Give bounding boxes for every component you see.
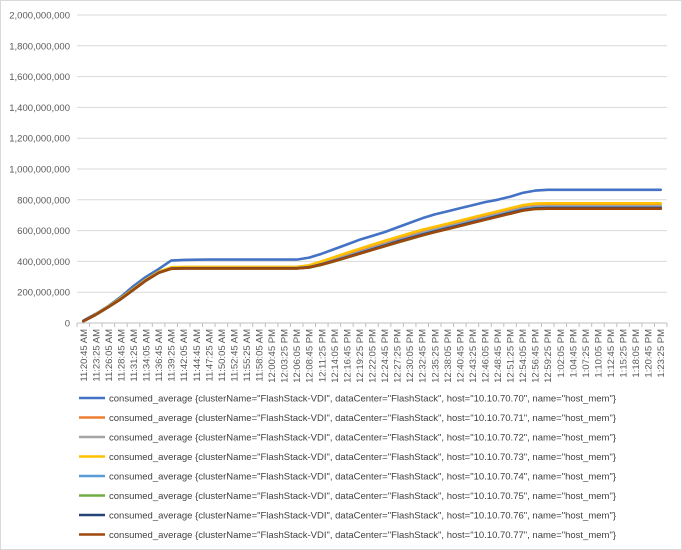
x-tick-label: 11:31:25 AM <box>129 329 140 382</box>
series-line-1 <box>82 204 663 323</box>
series-line-0 <box>82 188 663 323</box>
x-tick-label: 12:56:45 PM <box>531 329 542 383</box>
x-tick-label: 12:40:45 PM <box>455 329 466 383</box>
x-tick-label: 12:08:45 PM <box>305 329 316 383</box>
x-tick-label: 12:11:25 PM <box>317 329 328 382</box>
legend-entry: consumed_average {clusterName="FlashStac… <box>109 511 616 522</box>
x-tick-label: 12:43:25 PM <box>468 329 479 383</box>
x-axis-ticks: 11:20:45 AM 11:23:25 AM 11:26:05 AM 11:28:4… <box>76 323 668 383</box>
x-tick-label: 12:51:25 PM <box>506 329 517 383</box>
x-tick-label: 12:46:05 PM <box>480 329 491 383</box>
x-tick-label: 1:12:45 PM <box>606 329 617 378</box>
y-tick-label: 1,000,000,000 <box>9 165 70 176</box>
x-tick-label: 12:00:45 PM <box>267 329 278 383</box>
legend-entry: consumed_average {clusterName="FlashStac… <box>109 413 616 424</box>
x-tick-label: 11:42:05 AM <box>179 329 190 382</box>
x-tick-label: 1:20:45 PM <box>644 329 655 378</box>
x-tick-label: 12:03:25 PM <box>280 329 291 383</box>
x-tick-label: 12:27:25 PM <box>393 329 404 383</box>
y-tick-label: 800,000,000 <box>17 195 70 206</box>
series-line-5 <box>82 207 663 323</box>
y-tick-label: 200,000,000 <box>17 288 70 299</box>
x-tick-label: 12:24:45 PM <box>380 329 391 383</box>
legend-entry: consumed_average {clusterName="FlashStac… <box>109 452 616 463</box>
y-axis-ticks: 0 200,000,000 400,000,000 600,000,000 800,00… <box>9 11 70 330</box>
x-tick-label: 12:32:45 PM <box>418 329 429 383</box>
x-tick-label: 11:47:25 AM <box>204 329 215 382</box>
x-tick-label: 11:50:05 AM <box>217 329 228 382</box>
x-tick-label: 11:23:25 AM <box>91 329 102 382</box>
y-tick-label: 1,800,000,000 <box>9 41 70 52</box>
y-tick-label: 0 <box>65 319 70 330</box>
x-tick-label: 1:15:25 PM <box>619 329 630 378</box>
y-tick-label: 1,200,000,000 <box>9 134 70 145</box>
x-tick-label: 11:55:25 AM <box>242 329 253 382</box>
x-tick-label: 12:06:05 PM <box>292 329 303 383</box>
legend-entry: consumed_average {clusterName="FlashStac… <box>109 433 616 444</box>
x-tick-label: 12:14:05 PM <box>330 329 341 383</box>
legend: consumed_average {clusterName="FlashStac… <box>79 394 616 541</box>
x-tick-label: 12:35:25 PM <box>430 329 441 383</box>
x-tick-label: 1:23:25 PM <box>656 329 667 378</box>
x-tick-label: 12:59:25 PM <box>543 329 554 383</box>
x-tick-label: 12:30:05 PM <box>405 329 416 383</box>
x-tick-label: 12:38:05 PM <box>443 329 454 383</box>
series-line-4 <box>82 206 663 323</box>
y-tick-label: 400,000,000 <box>17 257 70 268</box>
x-tick-label: 1:07:25 PM <box>581 329 592 378</box>
y-tick-label: 600,000,000 <box>17 226 70 237</box>
x-tick-label: 1:02:05 PM <box>556 329 567 378</box>
series-line-2 <box>82 205 663 323</box>
y-tick-label: 1,600,000,000 <box>9 72 70 83</box>
series-line-6 <box>82 206 663 323</box>
x-tick-label: 11:39:25 AM <box>167 329 178 382</box>
legend-entry: consumed_average {clusterName="FlashStac… <box>109 530 616 541</box>
y-tick-label: 1,400,000,000 <box>9 103 70 114</box>
legend-entry: consumed_average {clusterName="FlashStac… <box>109 394 616 405</box>
x-tick-label: 12:22:05 PM <box>368 329 379 383</box>
x-tick-label: 1:18:05 PM <box>631 329 642 378</box>
x-tick-label: 12:16:45 PM <box>342 329 353 383</box>
x-tick-label: 12:54:05 PM <box>518 329 529 383</box>
legend-entry: consumed_average {clusterName="FlashStac… <box>109 491 616 502</box>
x-tick-label: 11:52:45 AM <box>229 329 240 382</box>
x-tick-label: 11:28:45 AM <box>116 329 127 382</box>
series-lines <box>82 188 663 323</box>
x-tick-label: 11:34:05 AM <box>142 329 153 382</box>
series-line-7 <box>82 207 663 323</box>
x-tick-label: 1:04:45 PM <box>568 329 579 378</box>
legend-entry: consumed_average {clusterName="FlashStac… <box>109 472 616 483</box>
x-tick-label: 11:26:05 AM <box>104 329 115 382</box>
x-tick-label: 12:19:25 PM <box>355 329 366 383</box>
x-tick-label: 11:58:05 AM <box>255 329 266 382</box>
y-tick-label: 2,000,000,000 <box>9 11 70 22</box>
x-tick-label: 12:48:45 PM <box>493 329 504 383</box>
x-tick-label: 11:44:45 AM <box>192 329 203 382</box>
x-tick-label: 1:10:05 PM <box>593 329 604 378</box>
x-tick-label: 11:36:45 AM <box>154 329 165 382</box>
x-tick-label: 11:20:45 AM <box>79 329 90 382</box>
